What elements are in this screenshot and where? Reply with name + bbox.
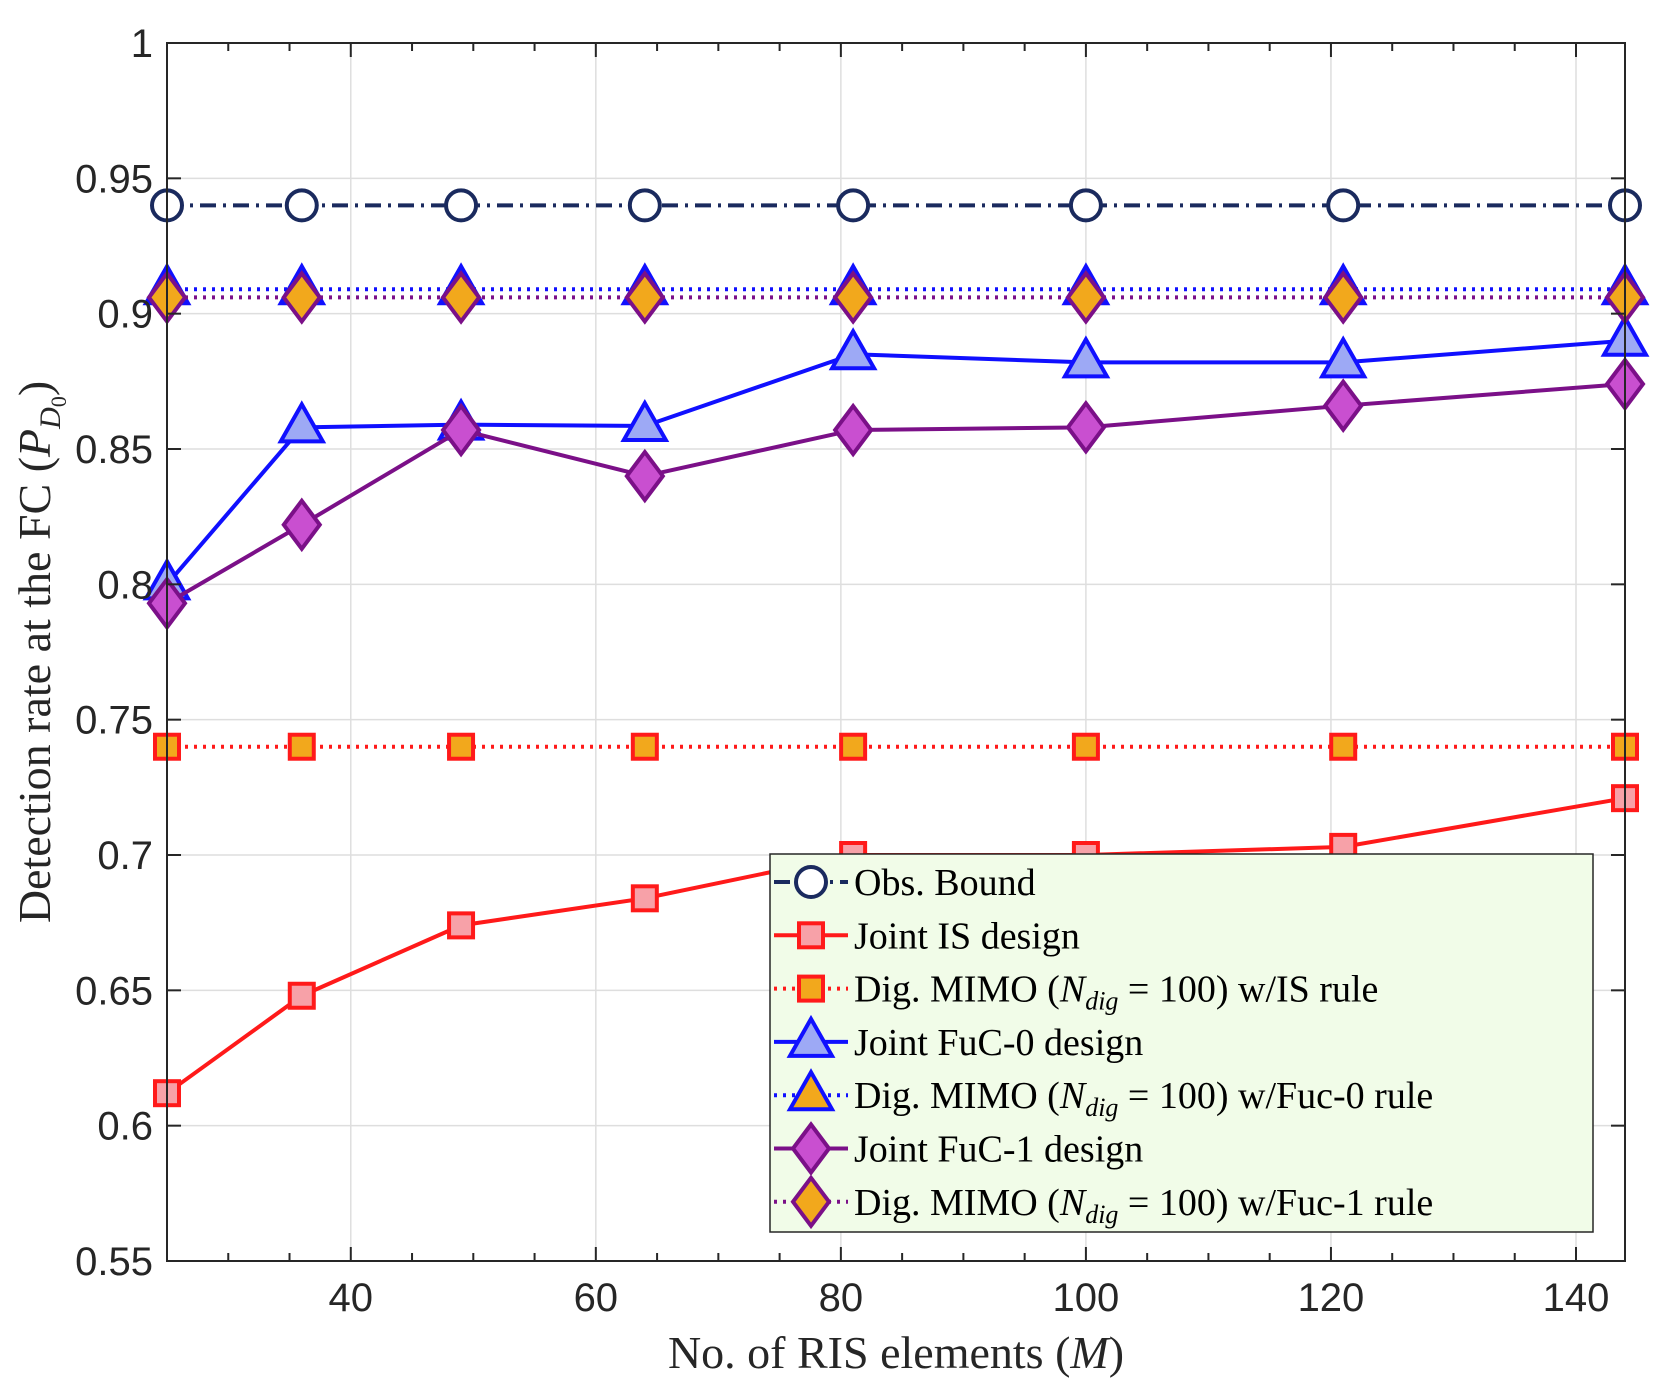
legend-box [769, 853, 1594, 1233]
x-tick-label: 120 [1298, 1276, 1365, 1320]
x-tick-label: 100 [1053, 1276, 1120, 1320]
series-5-point-3 [624, 448, 666, 504]
series-2-point-4 [839, 732, 868, 761]
axes: 40 60 80 100 120 140 0.55 0.6 0.65 0.7 0.75 0.8 0.85… [9, 22, 1626, 1378]
x-axis-label: No. of RIS elements (M) [668, 1327, 1124, 1378]
series-0 [150, 188, 1642, 223]
series-3-point-1 [277, 400, 327, 444]
y-tick-label: 0.8 [97, 563, 153, 607]
series-layer [142, 188, 1650, 1108]
series-2-point-3 [630, 732, 659, 761]
series-3-point-3 [620, 398, 670, 442]
legend-marker-0 [794, 865, 828, 899]
series-5-point-1 [281, 497, 323, 553]
legend-label-3: Joint FuC-0 design [854, 1022, 1143, 1064]
legend: Obs. Bound Joint IS design Dig. MIMO (Ndig… [769, 853, 1594, 1233]
legend-item-4: Dig. MIMO (Ndig = 100) w/Fuc-0 rule [774, 1068, 1433, 1122]
legend-marker-1 [797, 921, 825, 950]
x-tick-label: 40 [329, 1276, 374, 1320]
legend-item-1: Joint IS design [774, 915, 1080, 957]
y-tick-label: 0.85 [75, 428, 153, 472]
legend-item-0: Obs. Bound [774, 862, 1036, 904]
series-5-point-5 [1065, 400, 1107, 455]
legend-label-1: Joint IS design [854, 915, 1080, 957]
series-6-point-2 [440, 270, 482, 325]
series-0-point-1 [284, 188, 319, 223]
series-line-1 [165, 796, 1626, 1095]
series-6-point-4 [832, 270, 874, 325]
series-3 [142, 313, 1650, 601]
legend-marker-5 [790, 1121, 832, 1176]
y-tick-label: 0.75 [75, 699, 153, 743]
series-2-point-6 [1329, 732, 1358, 761]
y-tick-label: 0.55 [75, 1240, 153, 1284]
legend-marker-3 [786, 1014, 836, 1058]
series-0-point-6 [1326, 188, 1361, 223]
series-3-point-5 [1061, 335, 1111, 379]
series-line-3 [165, 338, 1626, 586]
series-0-point-5 [1068, 188, 1103, 223]
legend-marker-6 [790, 1174, 832, 1230]
y-tick-label: 0.7 [97, 834, 153, 878]
y-axis-label: Detection rate at the FC (PD0) [9, 381, 71, 923]
x-tick-label: 80 [819, 1276, 864, 1320]
series-5-point-2 [440, 402, 482, 458]
legend-item-6: Dig. MIMO (Ndig = 100) w/Fuc-1 rule [774, 1174, 1433, 1230]
legend-label-0: Obs. Bound [854, 862, 1036, 904]
series-0-point-2 [444, 188, 479, 223]
y-tick-label: 0.6 [97, 1105, 153, 1149]
legend-label-4: Dig. MIMO (Ndig = 100) w/Fuc-0 rule [854, 1075, 1433, 1122]
legend-item-3: Joint FuC-0 design [774, 1014, 1143, 1064]
y-tick-label: 1 [131, 22, 153, 66]
x-tick-label: 140 [1543, 1276, 1610, 1320]
series-2-point-2 [447, 732, 476, 761]
series-1-point-3 [630, 884, 659, 913]
series-6 [146, 270, 1646, 325]
series-3-point-6 [1318, 335, 1368, 379]
series-3-point-4 [828, 327, 878, 371]
series-line-5 [165, 382, 1626, 606]
legend-marker-4 [786, 1068, 836, 1112]
series-5-point-6 [1322, 378, 1364, 434]
plot-frame [166, 42, 1626, 1262]
series-1-point-1 [287, 981, 316, 1010]
legend-item-2: Dig. MIMO (Ndig = 100) w/IS rule [774, 969, 1378, 1016]
series-2-point-1 [287, 732, 316, 761]
series-5-point-4 [832, 402, 874, 458]
series-2 [153, 732, 1639, 761]
y-tick-label: 0.9 [97, 293, 153, 337]
y-tick-label: 0.65 [75, 969, 153, 1013]
series-2-point-5 [1071, 732, 1100, 761]
legend-label-6: Dig. MIMO (Ndig = 100) w/Fuc-1 rule [854, 1182, 1433, 1229]
legend-label-2: Dig. MIMO (Ndig = 100) w/IS rule [854, 969, 1378, 1016]
legend-label-5: Joint FuC-1 design [854, 1129, 1143, 1171]
series-0-point-4 [836, 188, 871, 223]
grid [167, 42, 1625, 1262]
series-6-point-3 [624, 270, 666, 325]
x-tick-label: 60 [574, 1276, 619, 1320]
legend-item-5: Joint FuC-1 design [774, 1121, 1143, 1176]
series-5 [146, 356, 1646, 631]
series-6-point-1 [281, 270, 323, 325]
series-6-point-5 [1065, 270, 1107, 325]
series-0-point-3 [627, 188, 662, 223]
series-1-point-2 [447, 911, 476, 940]
series-6-point-6 [1322, 270, 1364, 325]
y-tick-label: 0.95 [75, 157, 153, 201]
legend-marker-2 [797, 974, 825, 1003]
